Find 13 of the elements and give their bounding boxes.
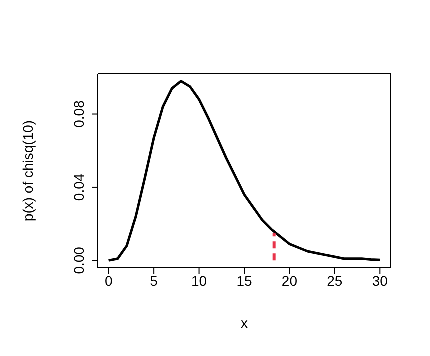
x-tick-label: 0 xyxy=(104,272,113,289)
x-tick-label: 20 xyxy=(282,272,298,289)
x-tick-label: 5 xyxy=(150,272,158,289)
x-tick-label: 25 xyxy=(327,272,343,289)
x-tick-label: 15 xyxy=(236,272,252,289)
y-tick-label: 0.04 xyxy=(71,174,87,202)
x-tick-label: 10 xyxy=(191,272,208,289)
y-tick-label: 0.08 xyxy=(71,100,87,128)
line-series xyxy=(108,80,382,262)
x-tick-label: 30 xyxy=(372,272,388,289)
y-axis-title: p(x) of chisq(10) xyxy=(20,120,36,222)
x-axis-title: x xyxy=(241,315,248,331)
y-tick-label: 0.00 xyxy=(71,246,87,274)
